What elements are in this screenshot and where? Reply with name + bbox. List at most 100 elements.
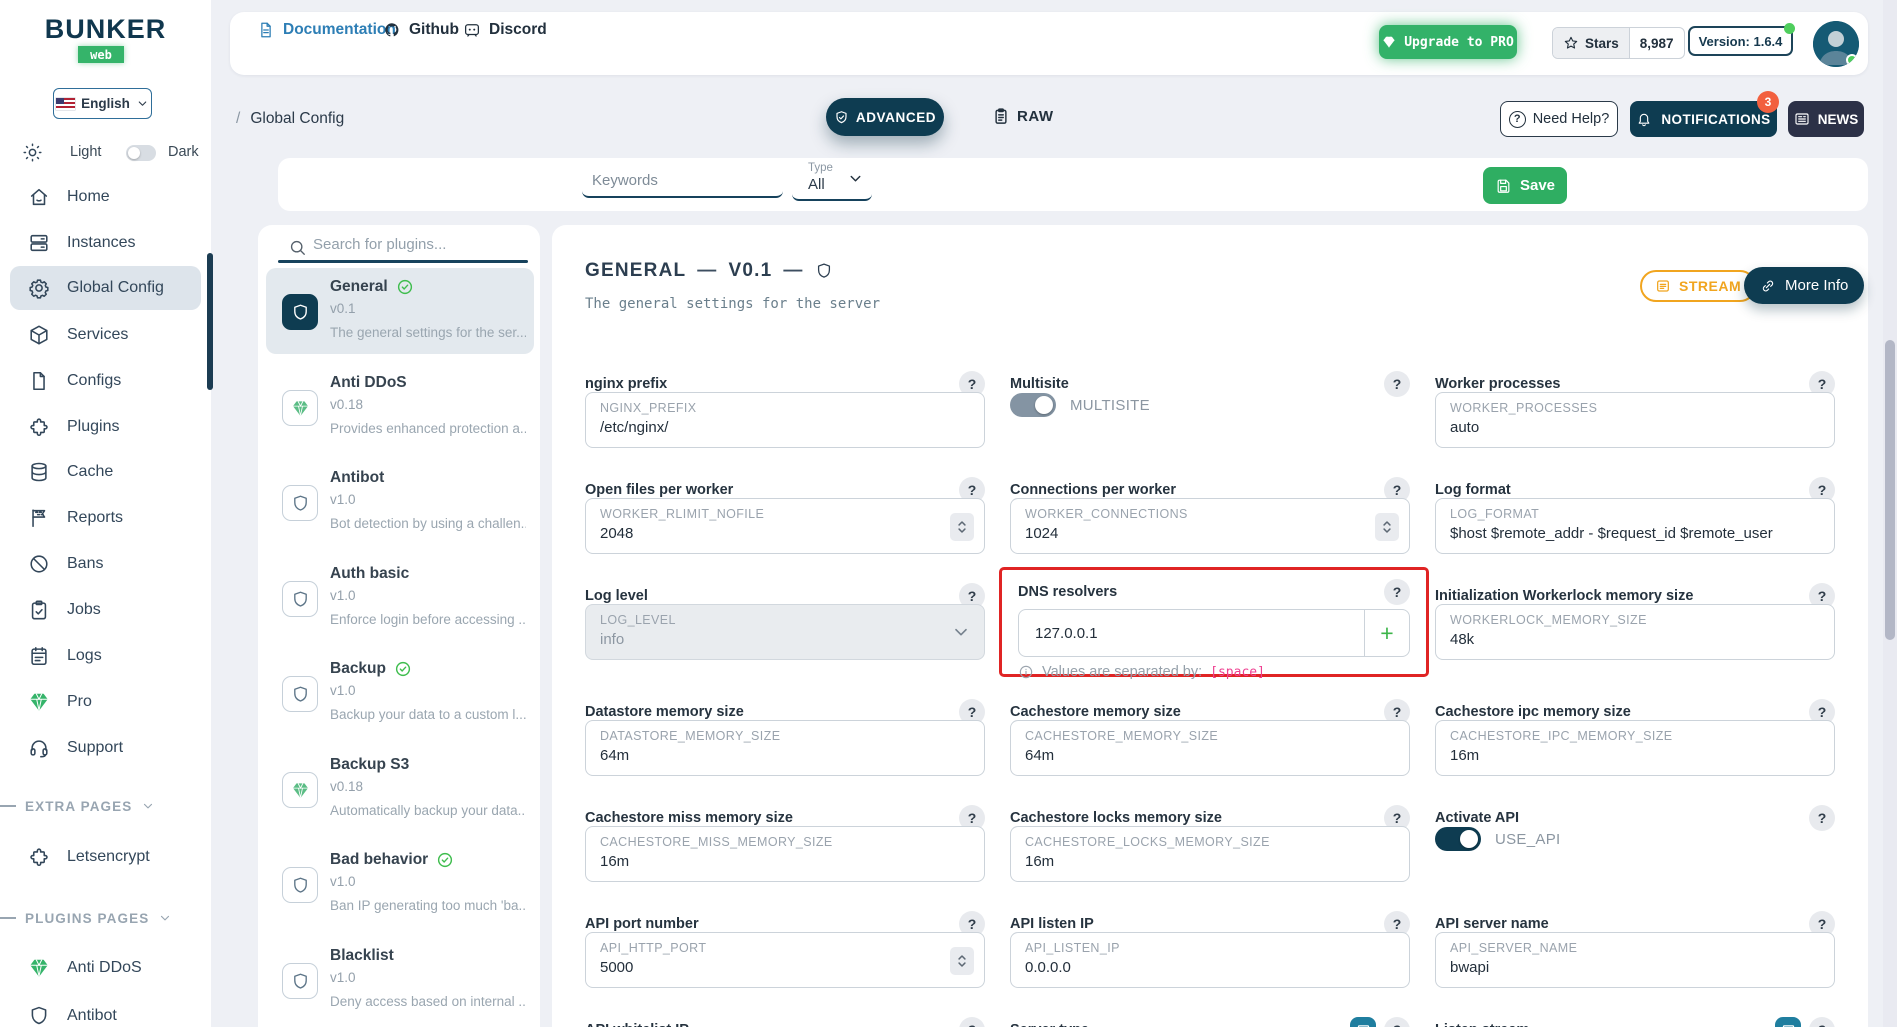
discord-link[interactable]: Discord <box>463 21 547 39</box>
help-icon[interactable]: ? <box>1809 805 1835 831</box>
plugin-item-anti-ddos[interactable]: Anti DDoS v0.18 Provides enhanced protec… <box>266 364 534 450</box>
ban-icon <box>28 553 50 575</box>
theme-toggle[interactable] <box>126 145 156 161</box>
gear-icon <box>28 277 50 299</box>
stream-icon <box>1655 278 1671 294</box>
sidebar-item-antibot[interactable]: Antibot <box>10 994 201 1027</box>
text-input[interactable]: LOG_FORMAT $host $remote_addr - $request_… <box>1435 498 1835 554</box>
plugin-tile <box>282 294 318 330</box>
brand-logo-sub: web <box>78 46 124 63</box>
help-icon[interactable]: ? <box>959 1017 985 1027</box>
need-help-button[interactable]: ? Need Help? <box>1500 101 1618 137</box>
plugin-item-bad-behavior[interactable]: Bad behavior v1.0 Ban IP generating too … <box>266 841 534 927</box>
breadcrumb: / Global Config <box>236 110 345 127</box>
help-icon[interactable]: ? <box>1384 579 1410 605</box>
sidebar-item-plugins[interactable]: Plugins <box>10 405 201 449</box>
upgrade-pro-button[interactable]: Upgrade to PRO <box>1379 25 1517 59</box>
number-input[interactable]: API_HTTP_PORT 5000 <box>585 932 985 988</box>
select-input[interactable]: LOG_LEVEL info <box>585 604 985 660</box>
number-stepper[interactable] <box>950 513 974 541</box>
sidebar-item-home[interactable]: Home <box>10 175 201 219</box>
text-input[interactable]: API_SERVER_NAME bwapi <box>1435 932 1835 988</box>
sidebar-item-pro[interactable]: Pro <box>10 680 201 724</box>
text-input[interactable]: DATASTORE_MEMORY_SIZE 64m <box>585 720 985 776</box>
sidebar-item-anti-ddos[interactable]: Anti DDoS <box>10 946 201 990</box>
sidebar-item-cache[interactable]: Cache <box>10 450 201 494</box>
plugin-item-auth-basic[interactable]: Auth basic v1.0 Enforce login before acc… <box>266 555 534 641</box>
plugin-tile <box>282 581 318 617</box>
sidebar-item-instances[interactable]: Instances <box>10 221 201 265</box>
sidebar-item-global-config[interactable]: Global Config <box>10 266 201 310</box>
field-dns-resolvers-highlighted: DNS resolvers? 127.0.0.1 + Values are se… <box>999 567 1429 680</box>
text-input[interactable]: WORKER_PROCESSES auto <box>1435 392 1835 448</box>
text-input[interactable]: WORKERLOCK_MEMORY_SIZE 48k <box>1435 604 1835 660</box>
search-underline <box>278 260 528 263</box>
add-value-button[interactable]: + <box>1364 610 1409 656</box>
plugin-tile <box>282 963 318 999</box>
text-input[interactable]: CACHESTORE_LOCKS_MEMORY_SIZE 16m <box>1010 826 1410 882</box>
plugin-item-backup[interactable]: Backup v1.0 Backup your data to a custom… <box>266 650 534 736</box>
stream-badge[interactable]: STREAM <box>1640 270 1757 302</box>
sidebar-item-configs[interactable]: Configs <box>10 359 201 403</box>
field-cachestore-memory-size: Cachestore memory size? CACHESTORE_MEMOR… <box>1010 699 1410 776</box>
avatar[interactable] <box>1813 21 1859 67</box>
news-button[interactable]: NEWS <box>1788 101 1864 137</box>
advanced-mode-button[interactable]: ADVANCED <box>826 98 944 136</box>
page-scrollbar-thumb[interactable] <box>1885 340 1895 640</box>
plugin-item-backup-s3[interactable]: Backup S3 v0.18 Automatically backup you… <box>266 746 534 832</box>
keywords-input[interactable] <box>582 168 783 198</box>
number-input[interactable]: WORKER_RLIMIT_NOFILE 2048 <box>585 498 985 554</box>
text-input[interactable]: CACHESTORE_IPC_MEMORY_SIZE 16m <box>1435 720 1835 776</box>
sidebar-item-letsencrypt[interactable]: Letsencrypt <box>10 835 201 879</box>
updown-icon <box>955 517 969 537</box>
text-input[interactable]: API_LISTEN_IP 0.0.0.0 <box>1010 932 1410 988</box>
sidebar-section-extra-pages[interactable]: EXTRA PAGES <box>0 791 211 821</box>
help-icon[interactable]: ? <box>1384 1017 1410 1027</box>
field-workerlock-memory-size: Initialization Workerlock memory size? W… <box>1435 583 1835 660</box>
notepad-icon <box>28 645 50 667</box>
shield-icon <box>291 303 310 322</box>
sidebar-item-jobs[interactable]: Jobs <box>10 588 201 632</box>
text-input[interactable]: CACHESTORE_MEMORY_SIZE 64m <box>1010 720 1410 776</box>
chevron-down-icon <box>158 911 172 925</box>
help-icon[interactable]: ? <box>1384 371 1410 397</box>
sidebar-item-bans[interactable]: Bans <box>10 542 201 586</box>
plugin-item-blacklist[interactable]: Blacklist v1.0 Deny access based on inte… <box>266 937 534 1023</box>
plugin-tile <box>282 390 318 426</box>
sidebar-item-reports[interactable]: Reports <box>10 496 201 540</box>
sidebar-item-logs[interactable]: Logs <box>10 634 201 678</box>
notifications-button[interactable]: NOTIFICATIONS <box>1630 101 1777 137</box>
number-input[interactable]: WORKER_CONNECTIONS 1024 <box>1010 498 1410 554</box>
raw-mode-button[interactable]: RAW <box>992 107 1054 125</box>
multisite-toggle[interactable] <box>1010 393 1056 417</box>
sidebar-scrollbar[interactable] <box>207 253 213 390</box>
type-select[interactable]: Type All <box>792 158 872 201</box>
documentation-link[interactable]: Documentation <box>257 21 396 39</box>
server-context-icon[interactable] <box>1350 1017 1376 1027</box>
number-stepper[interactable] <box>1375 513 1399 541</box>
use-api-toggle[interactable] <box>1435 827 1481 851</box>
sidebar-item-services[interactable]: Services <box>10 313 201 357</box>
github-stars-widget[interactable]: Stars 8,987 <box>1552 27 1685 59</box>
text-input[interactable]: CACHESTORE_MISS_MEMORY_SIZE 16m <box>585 826 985 882</box>
breadcrumb-page[interactable]: Global Config <box>250 110 345 127</box>
language-select[interactable]: English <box>53 88 152 119</box>
shield-icon <box>291 685 310 704</box>
sidebar-section-plugins-pages[interactable]: PLUGINS PAGES <box>0 903 211 933</box>
save-button[interactable]: Save <box>1483 167 1567 204</box>
help-icon[interactable]: ? <box>1809 1017 1835 1027</box>
dns-resolver-value[interactable]: 127.0.0.1 <box>1035 624 1098 642</box>
more-info-button[interactable]: More Info <box>1744 267 1865 304</box>
theme-dark-label: Dark <box>168 144 199 160</box>
plugin-search-input[interactable] <box>313 234 528 259</box>
server-context-icon[interactable] <box>1775 1017 1801 1027</box>
github-link[interactable]: Github <box>383 21 459 39</box>
sidebar-item-support[interactable]: Support <box>10 726 201 770</box>
type-label: Type <box>808 162 833 174</box>
plugin-item-antibot[interactable]: Antibot v1.0 Bot detection by using a ch… <box>266 459 534 545</box>
number-stepper[interactable] <box>950 947 974 975</box>
plugin-description: The general settings for the server <box>585 296 881 312</box>
plugin-item-general[interactable]: General v0.1 The general settings for th… <box>266 268 534 354</box>
version-badge[interactable]: Version: 1.6.4 <box>1688 23 1795 56</box>
text-input[interactable]: NGINX_PREFIX/etc/nginx/ <box>585 392 985 448</box>
